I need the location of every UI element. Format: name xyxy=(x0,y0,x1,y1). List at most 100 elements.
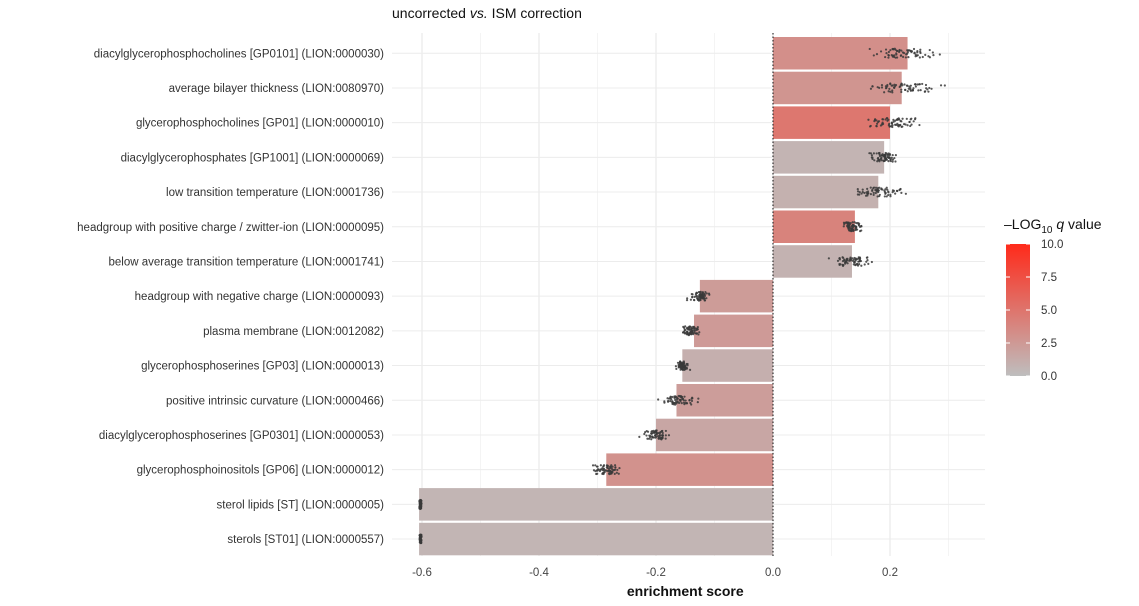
data-point xyxy=(882,160,885,163)
chart-title-italic: vs. xyxy=(469,5,488,21)
data-point xyxy=(889,49,892,52)
data-point xyxy=(887,56,890,59)
data-point xyxy=(894,192,897,195)
data-point xyxy=(916,54,919,57)
data-point xyxy=(880,159,884,162)
data-point xyxy=(696,298,700,302)
data-point xyxy=(681,368,684,372)
data-point xyxy=(884,55,887,59)
category-label: sterol lipids [ST] (LION:0000005) xyxy=(217,499,385,511)
data-point xyxy=(899,123,902,127)
data-point xyxy=(870,260,873,264)
data-point xyxy=(696,326,699,329)
data-point xyxy=(878,193,881,196)
data-point xyxy=(701,296,704,300)
data-point xyxy=(686,331,689,334)
data-point xyxy=(860,224,863,228)
data-point xyxy=(595,472,598,476)
data-point xyxy=(594,470,597,473)
data-point xyxy=(853,260,856,264)
data-point xyxy=(607,467,611,470)
data-point xyxy=(886,119,889,122)
data-point xyxy=(891,160,894,163)
data-point xyxy=(924,53,927,56)
data-point xyxy=(643,432,646,436)
category-label: glycerophosphoserines [GP03] (LION:00000… xyxy=(141,361,384,373)
data-point xyxy=(868,152,871,155)
data-point xyxy=(855,226,858,229)
data-point xyxy=(657,431,660,435)
data-point xyxy=(685,362,688,366)
data-point xyxy=(698,331,701,334)
category-label: low transition temperature (LION:0001736… xyxy=(166,187,384,199)
data-point xyxy=(885,195,888,198)
data-point xyxy=(855,221,858,225)
data-point xyxy=(888,87,891,90)
data-point xyxy=(916,83,919,86)
data-point xyxy=(681,397,685,400)
data-point xyxy=(863,191,866,195)
bar xyxy=(773,210,855,243)
data-point xyxy=(890,54,893,57)
data-point xyxy=(608,472,611,476)
data-point xyxy=(867,118,870,121)
data-point xyxy=(883,189,886,192)
data-point xyxy=(691,295,694,298)
data-point xyxy=(881,121,884,124)
data-point xyxy=(846,222,849,225)
legend-title: –LOG10 q value xyxy=(1004,216,1102,236)
data-point xyxy=(419,506,422,510)
data-point xyxy=(667,397,671,400)
data-point xyxy=(900,88,903,91)
data-point xyxy=(900,54,903,57)
data-point xyxy=(705,297,708,300)
data-point xyxy=(657,398,660,401)
data-point xyxy=(918,123,921,127)
data-point xyxy=(844,260,847,263)
data-point xyxy=(898,188,901,192)
category-label: headgroup with positive charge / zwitter… xyxy=(77,222,384,234)
data-point xyxy=(684,399,687,402)
data-point xyxy=(931,51,934,54)
data-point xyxy=(895,52,898,55)
data-point xyxy=(696,297,699,300)
chart-title-suffix: ISM correction xyxy=(487,5,582,21)
data-point xyxy=(872,193,875,196)
data-point xyxy=(895,123,898,127)
data-point xyxy=(883,195,886,198)
data-point xyxy=(905,53,908,56)
data-point xyxy=(886,83,889,87)
data-point xyxy=(860,192,863,195)
data-point xyxy=(695,295,698,298)
data-point xyxy=(660,430,663,433)
data-point xyxy=(645,434,648,437)
data-point xyxy=(663,401,666,404)
data-point xyxy=(938,53,941,56)
data-point xyxy=(613,464,617,467)
data-point xyxy=(885,186,888,189)
category-label: glycerophosphocholines [GP01] (LION:0000… xyxy=(136,118,384,130)
data-point xyxy=(891,158,895,161)
data-point xyxy=(903,83,906,86)
data-point xyxy=(888,122,891,125)
data-point xyxy=(647,437,651,440)
data-point xyxy=(841,264,844,267)
data-point xyxy=(686,326,689,329)
data-point xyxy=(846,225,849,228)
data-point xyxy=(858,191,861,194)
data-point xyxy=(655,435,658,438)
data-point xyxy=(906,49,909,52)
data-point xyxy=(660,437,663,440)
data-point xyxy=(882,155,885,158)
data-point xyxy=(685,299,689,302)
category-label: diacylglycerophosphates [GP1001] (LION:0… xyxy=(121,152,385,164)
data-point xyxy=(664,429,668,433)
data-point xyxy=(919,50,922,53)
data-point xyxy=(598,469,602,473)
data-point xyxy=(864,194,868,197)
data-point xyxy=(886,188,889,191)
data-point xyxy=(827,257,830,260)
data-point xyxy=(680,366,683,369)
data-point xyxy=(914,85,917,88)
